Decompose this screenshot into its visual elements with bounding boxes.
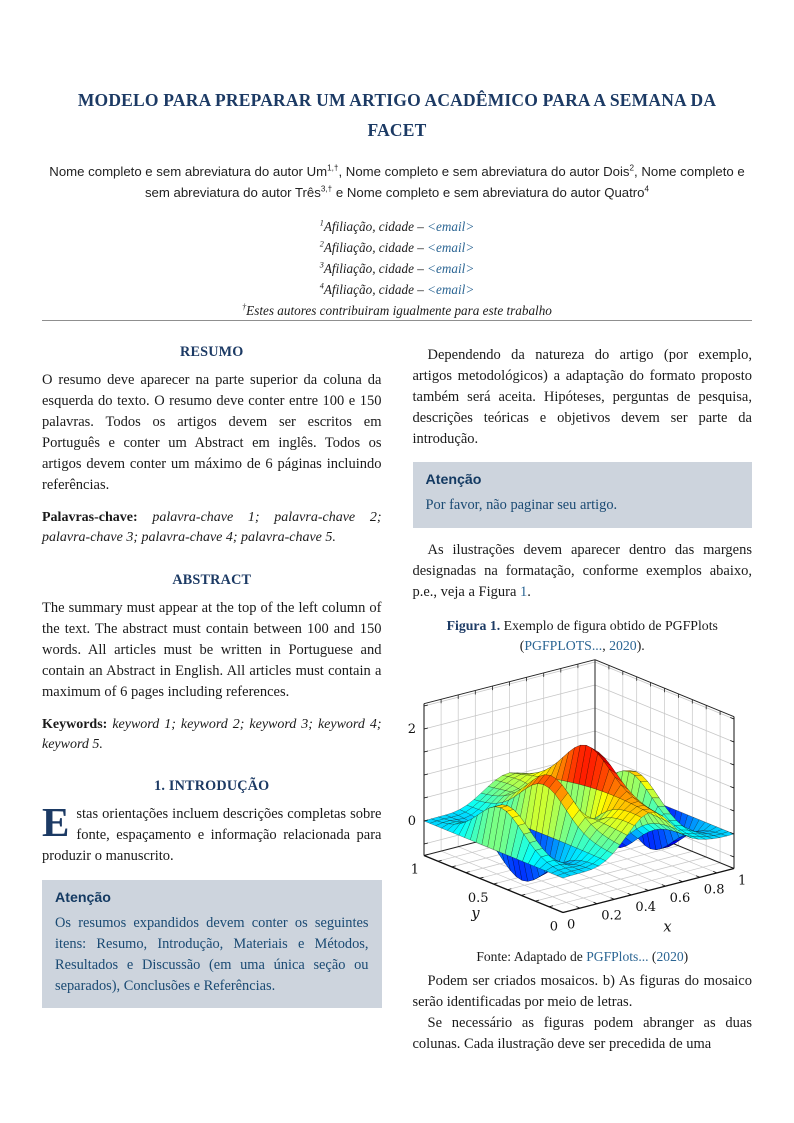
caption-close: ). [636,637,645,653]
figure-source-line: Fonte: Adaptado de PGFPlots... (2020) [413,949,753,965]
affil-text: Afiliação, cidade – [323,261,428,276]
email-link[interactable]: <email> [427,282,475,298]
affil-sup: 1 [319,218,324,228]
keywords-list: keyword 1; keyword 2; keyword 3; keyword… [42,716,382,753]
affil-text: Afiliação, cidade – [323,239,428,255]
footnote-sup: † [242,302,247,312]
figure-caption: Figura 1. Exemplo de figura obtido de PG… [413,616,753,656]
attention-box-right: Atenção Por favor, não paginar seu artig… [412,462,752,528]
pgfplots-citation-link[interactable]: PGFPLOTS... [524,637,603,653]
affiliation-line: 3Afiliação, cidade – <email> [0,258,794,279]
attention-heading: Atenção [55,890,111,907]
resumo-paragraph: O resumo deve aparecer na parte superior… [42,372,382,494]
author-sup: 3,† [320,184,333,194]
email-link[interactable]: <email> [427,218,475,234]
figure-1: Figura 1. Exemplo de figura obtido de PG… [398,616,753,965]
email-link[interactable]: <email> [427,261,475,276]
author-name: Nome completo e sem abreviatura do autor… [345,163,630,179]
affiliation-line: 2Afiliação, cidade – <email> [0,237,794,258]
palavras-chave-list: palavra-chave 1; palavra-chave 2; palavr… [42,510,382,546]
abstract-heading: ABSTRACT [172,571,252,588]
fonte-year-link[interactable]: 2020 [656,948,684,964]
affil-text: Afiliação, cidade – [323,218,428,234]
figure-caption-text: Exemplo de figura obtido de PGFPlots ( [500,617,718,653]
two-column-body: RESUMO O resumo deve aparecer na parte s… [42,340,752,1055]
paper-title: MODELO PARA PREPARAR UM ARTIGO ACADÊMICO… [77,90,717,140]
affil-sup: 3 [319,260,324,270]
figure-caption-label: Figura 1. [446,617,501,633]
affil-sup: 2 [319,239,324,249]
keywords: Keywords: keyword 1; keyword 2; keyword … [42,715,382,756]
ilustracoes-text: As ilustrações devem aparecer dentro das… [412,541,753,600]
affiliation-line: 4Afiliação, cidade – <email> [0,279,794,300]
author-sep: e [332,184,347,200]
author-sep: , [634,163,642,179]
fonte-close: ) [683,948,689,964]
author-sep: , [338,163,346,179]
authors-line: Nome completo e sem abreviatura do autor… [44,161,750,203]
keywords-label: Keywords: [42,716,108,732]
author-sup: 1,† [327,163,339,173]
right-column: Dependendo da natureza do artigo (por ex… [398,340,753,1055]
drop-cap: E [42,799,70,846]
attention-heading: Atenção [425,472,482,489]
fonte-label: Fonte: Adaptado de [476,948,587,964]
attention-box-left: Atenção Os resumos expandidos devem cont… [42,880,382,1009]
natureza-paragraph: Dependendo da natureza do artigo (por ex… [412,347,753,448]
ilustracoes-paragraph: As ilustrações devem aparecer dentro das… [413,540,753,603]
attention-body: Por favor, não paginar seu artigo. [425,497,618,514]
surface-plot-canvas [398,657,751,948]
equal-contribution-footnote: †Estes autores contribuiram igualmente p… [0,300,794,321]
affiliations-block: 1Afiliação, cidade – <email> 2Afiliação,… [0,216,794,322]
affil-sup: 4 [319,281,324,291]
caption-separator: , [602,637,610,653]
footnote-text: Estes autores contribuiram igualmente pa… [246,303,552,319]
introducao-text: stas orientações incluem descrições comp… [42,806,382,865]
attention-body: Os resumos expandidos devem conter os se… [55,915,369,994]
email-link[interactable]: <email> [427,239,475,255]
header-divider [42,320,752,321]
author-name: Nome completo e sem abreviatura do autor… [144,163,745,200]
author-name: Nome completo e sem abreviatura do autor… [49,163,328,179]
palavras-chave: Palavras-chave: palavra-chave 1; palavra… [42,508,382,549]
fonte-pgfplots-link[interactable]: PGFPlots... [586,948,649,964]
affil-text: Afiliação, cidade – [323,282,428,298]
mosaicos-paragraph: Podem ser criados mosaicos. b) As figura… [412,972,753,1010]
author-sup: 2 [629,163,635,173]
author-sup: 4 [644,184,650,194]
palavras-chave-label: Palavras-chave: [42,510,138,526]
sentence-end: . [527,583,531,600]
introducao-heading: 1. INTRODUÇÃO [154,778,270,795]
citation-year-link[interactable]: 2020 [609,637,637,653]
colunas-paragraph: Se necessário as figuras podem abranger … [412,1014,753,1052]
fonte-separator: ( [648,948,657,964]
abstract-paragraph: The summary must appear at the top of th… [42,599,382,700]
resumo-heading: RESUMO [180,344,244,360]
affiliation-line: 1Afiliação, cidade – <email> [0,216,794,237]
paper-header: MODELO PARA PREPARAR UM ARTIGO ACADÊMICO… [0,0,794,321]
left-column: RESUMO O resumo deve aparecer na parte s… [42,340,382,1055]
author-name: Nome completo e sem abreviatura do autor… [346,184,645,200]
figura-1-ref-link[interactable]: 1 [520,583,528,600]
